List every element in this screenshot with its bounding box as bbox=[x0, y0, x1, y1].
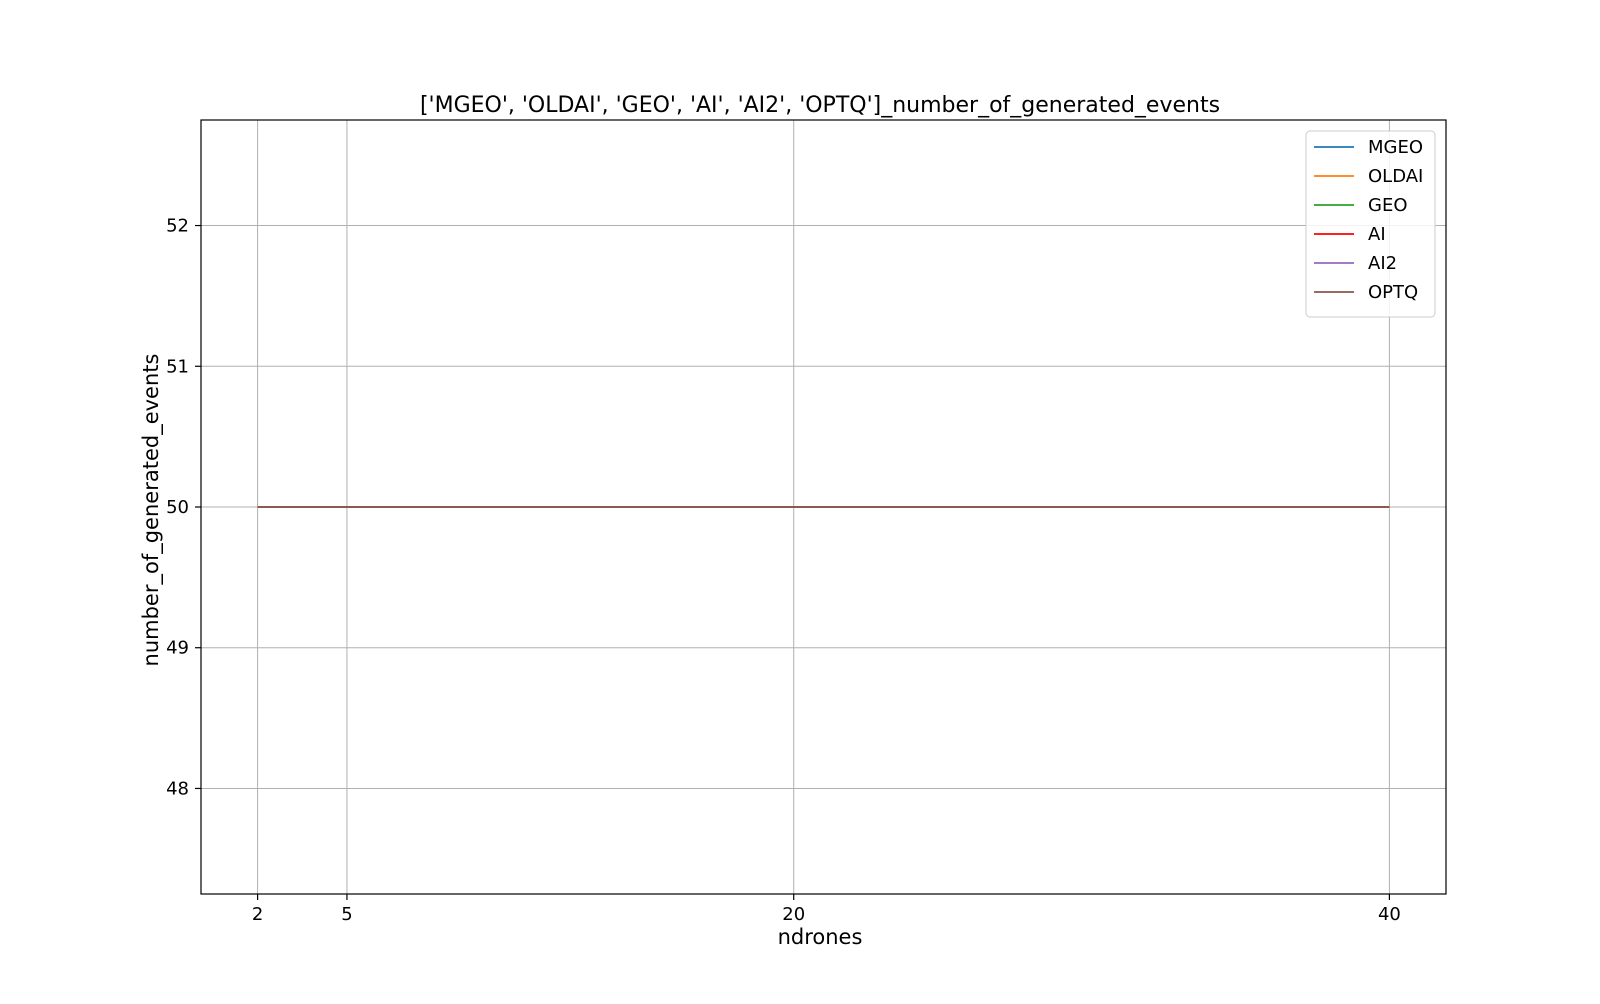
x-tick-label: 5 bbox=[341, 904, 352, 925]
x-tick-label: 40 bbox=[1378, 904, 1401, 925]
y-tick-label: 49 bbox=[166, 638, 189, 659]
y-tick-label: 51 bbox=[166, 356, 189, 377]
y-tick-label: 52 bbox=[166, 216, 189, 237]
x-axis-label: ndrones bbox=[778, 925, 863, 949]
x-tick-label: 20 bbox=[782, 904, 805, 925]
legend-box bbox=[1305, 130, 1436, 318]
legend-label-mgeo: MGEO bbox=[1368, 137, 1423, 158]
chart-title: ['MGEO', 'OLDAI', 'GEO', 'AI', 'AI2', 'O… bbox=[420, 93, 1220, 118]
legend-label-ai: AI bbox=[1368, 224, 1386, 245]
x-tick-label: 2 bbox=[252, 904, 263, 925]
y-tick-label: 50 bbox=[166, 497, 189, 518]
y-tick-label: 48 bbox=[166, 778, 189, 799]
legend-label-ai2: AI2 bbox=[1368, 253, 1397, 274]
legend: MGEO OLDAI GEO AI AI2 OPTQ bbox=[1305, 130, 1436, 318]
legend-label-geo: GEO bbox=[1368, 195, 1408, 216]
y-axis-label: number_of_generated_events bbox=[139, 354, 164, 667]
legend-label-oldai: OLDAI bbox=[1368, 166, 1423, 187]
plot-area: 2 5 20 40 48 49 50 51 52 bbox=[166, 119, 1447, 925]
axes-frame bbox=[200, 119, 1447, 895]
legend-label-optq: OPTQ bbox=[1368, 282, 1418, 303]
